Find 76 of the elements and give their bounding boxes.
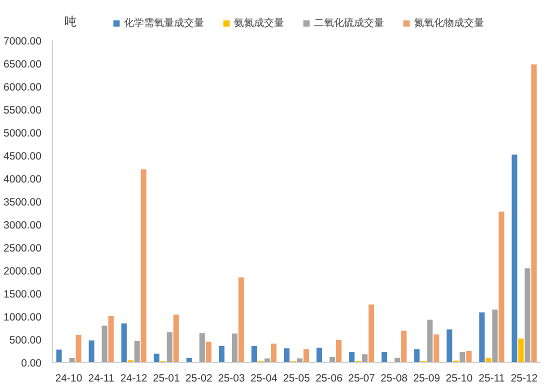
bar — [330, 356, 336, 362]
bar — [414, 349, 420, 362]
legend-label: 二氧化硫成交量 — [314, 16, 384, 30]
bar — [479, 312, 485, 362]
legend-label: 化学需氧量成交量 — [124, 16, 204, 30]
y-tick-label: 5500.00 — [4, 104, 42, 116]
y-tick-label: 3500.00 — [4, 196, 42, 208]
x-tick-label: 25-03 — [218, 372, 246, 384]
y-tick-label: 4500.00 — [4, 150, 42, 162]
bar — [270, 344, 276, 362]
x-tick-label: 25-08 — [380, 372, 408, 384]
bar — [434, 334, 440, 362]
bar — [166, 332, 172, 362]
bar — [121, 323, 127, 362]
bar — [56, 350, 62, 362]
bar — [524, 268, 530, 362]
bar — [154, 354, 160, 362]
bar — [512, 154, 518, 362]
y-tick-label: 3000.00 — [4, 220, 42, 232]
bar — [349, 352, 355, 362]
bar — [492, 310, 498, 362]
bar — [108, 316, 114, 362]
legend-label: 氮氧化物成交量 — [414, 16, 484, 30]
x-tick-label: 25-09 — [413, 372, 440, 384]
y-tick-label: 1000.00 — [4, 312, 42, 324]
x-tick-label: 25-06 — [316, 372, 343, 384]
y-axis-title: 吨 — [64, 14, 76, 28]
bar — [173, 314, 179, 362]
y-tick-label: 5000.00 — [4, 128, 42, 140]
bar — [140, 169, 146, 362]
x-tick-label: 25-01 — [152, 372, 180, 384]
x-tick-label: 25-12 — [510, 372, 538, 384]
bar — [102, 326, 108, 362]
bar — [382, 352, 388, 362]
y-tick-label: 500.00 — [9, 334, 42, 346]
bar — [303, 349, 310, 362]
x-tick-label: 24-10 — [55, 372, 82, 384]
x-tick-label: 25-10 — [446, 372, 473, 384]
x-tick-label: 24-11 — [88, 372, 114, 384]
bar — [218, 346, 224, 362]
bar — [427, 320, 433, 362]
bar — [251, 346, 257, 362]
y-tick-label: 2000.00 — [4, 266, 42, 278]
bar — [531, 64, 537, 362]
bar — [134, 340, 140, 362]
bar — [199, 333, 205, 362]
bar — [466, 351, 472, 362]
bar — [206, 342, 212, 362]
x-tick-label: 25-07 — [348, 372, 376, 384]
y-tick-label: 0.00 — [21, 358, 42, 370]
x-tick-label: 25-02 — [185, 372, 212, 384]
bar — [362, 354, 368, 362]
x-tick-label: 25-11 — [478, 372, 505, 384]
x-tick-label: 24-12 — [120, 372, 148, 384]
bar — [446, 329, 452, 362]
bar — [368, 304, 374, 362]
bar — [238, 277, 244, 362]
bar — [88, 340, 94, 362]
y-tick-label: 2500.00 — [4, 242, 42, 254]
x-tick-label: 25-05 — [283, 372, 310, 384]
legend-label: 氨氮成交量 — [234, 16, 284, 30]
y-tick-label: 7000.00 — [4, 36, 42, 48]
bar — [76, 334, 82, 362]
y-tick-label: 1500.00 — [4, 288, 42, 300]
y-tick-label: 4000.00 — [4, 174, 42, 186]
bar — [232, 334, 238, 362]
bar — [401, 330, 407, 362]
bar — [336, 340, 342, 362]
bar — [316, 348, 322, 362]
bar — [518, 338, 524, 362]
y-tick-label: 6500.00 — [4, 58, 42, 70]
y-tick-label: 6000.00 — [4, 82, 42, 94]
bar — [498, 212, 504, 362]
x-tick-label: 25-04 — [250, 372, 278, 384]
bar — [284, 348, 290, 362]
bar — [460, 352, 466, 362]
